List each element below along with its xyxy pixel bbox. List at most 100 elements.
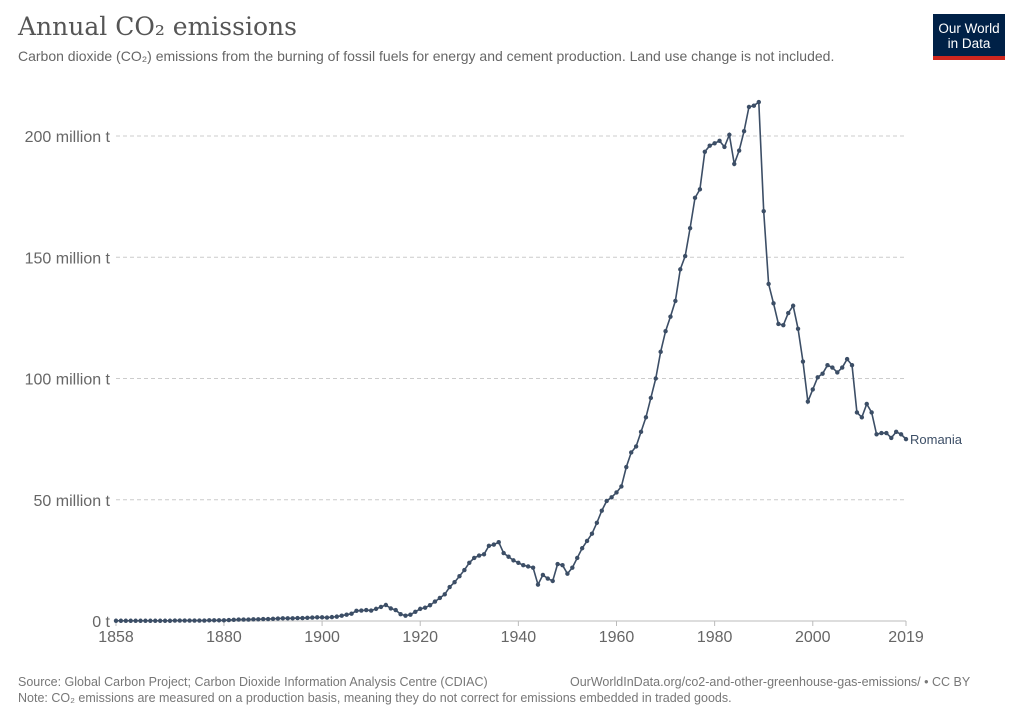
data-point: [521, 563, 526, 568]
y-tick-label: 200 million t: [25, 129, 111, 146]
data-point: [840, 365, 845, 370]
data-point: [373, 606, 379, 612]
data-point: [393, 607, 398, 613]
data-point: [256, 617, 261, 622]
data-point: [702, 149, 708, 154]
data-point: [241, 617, 246, 622]
x-tick-label: 2019: [888, 629, 924, 646]
footnote: Note: CO₂ emissions are measured on a pr…: [18, 691, 732, 705]
data-point: [687, 225, 693, 231]
data-point: [805, 399, 811, 404]
data-point: [295, 615, 300, 621]
data-point: [422, 605, 428, 610]
owid-logo[interactable]: Our World in Data: [933, 14, 1005, 60]
data-point: [300, 615, 305, 621]
data-point: [167, 618, 173, 623]
data-point: [815, 375, 820, 380]
data-point: [172, 618, 178, 623]
data-point: [653, 376, 658, 381]
data-point: [771, 301, 776, 306]
data-point: [305, 615, 310, 621]
data-point: [668, 314, 673, 319]
data-point: [133, 618, 138, 623]
data-point: [246, 617, 251, 622]
data-point: [270, 616, 276, 622]
data-point: [555, 561, 560, 567]
data-point: [354, 608, 359, 614]
data-point: [575, 555, 580, 561]
data-point: [231, 617, 236, 622]
data-point: [123, 618, 129, 623]
data-point: [202, 618, 207, 623]
data-point: [584, 538, 590, 544]
data-point: [535, 582, 541, 587]
data-point: [290, 616, 295, 621]
data-point: [118, 618, 124, 623]
data-point: [570, 565, 575, 570]
y-tick-label: 150 million t: [25, 250, 111, 267]
data-point: [285, 616, 290, 621]
data-point: [599, 508, 604, 513]
data-point: [682, 253, 688, 259]
data-point: [589, 531, 595, 536]
data-point: [594, 520, 600, 525]
data-point: [786, 310, 791, 316]
data-point: [884, 430, 889, 436]
logo-line-1: Our World: [938, 21, 1000, 36]
x-tick-label: 1980: [697, 629, 733, 646]
data-point: [501, 550, 506, 556]
data-point: [398, 612, 403, 617]
data-point: [388, 606, 393, 611]
data-point: [776, 321, 781, 327]
data-point: [604, 498, 609, 504]
data-point: [442, 592, 447, 597]
x-tick-label: 1960: [599, 629, 635, 646]
data-point: [869, 410, 874, 415]
data-point: [462, 567, 467, 573]
data-point: [364, 607, 369, 613]
data-point: [746, 104, 752, 110]
data-point: [403, 613, 408, 618]
data-point: [486, 543, 492, 549]
y-tick-label: 50 million t: [34, 493, 111, 510]
data-point: [629, 450, 634, 455]
data-point: [609, 495, 614, 500]
data-point: [349, 611, 354, 616]
data-point: [138, 618, 143, 623]
data-point: [329, 614, 335, 620]
data-point: [732, 161, 737, 167]
data-point: [898, 432, 904, 437]
data-point: [153, 618, 158, 623]
y-tick-label: 0 t: [92, 614, 110, 631]
series-label: Romania: [910, 432, 963, 447]
x-tick-label: 1880: [206, 629, 242, 646]
data-point: [359, 608, 364, 613]
data-point: [221, 618, 227, 623]
data-point: [383, 602, 389, 608]
data-point: [427, 603, 433, 608]
data-point: [236, 617, 241, 622]
data-point: [874, 432, 879, 437]
data-point: [761, 208, 766, 214]
data-point: [663, 329, 668, 334]
data-point: [226, 617, 232, 623]
data-point: [162, 618, 168, 623]
data-point: [889, 435, 894, 441]
data-point: [756, 99, 761, 105]
data-point: [265, 616, 271, 622]
data-point: [157, 618, 163, 623]
source-url-link[interactable]: OurWorldInData.org/co2-and-other-greenho…: [570, 675, 971, 689]
data-point: [722, 144, 727, 150]
data-point: [692, 195, 698, 201]
series-line-romania: [116, 100, 907, 622]
data-point: [565, 571, 570, 576]
data-point: [177, 618, 182, 623]
data-point: [712, 141, 717, 146]
data-point: [432, 599, 438, 604]
data-point: [727, 132, 732, 137]
data-point: [766, 281, 771, 287]
data-point: [324, 615, 330, 620]
data-point: [830, 365, 835, 370]
data-point: [678, 267, 683, 272]
